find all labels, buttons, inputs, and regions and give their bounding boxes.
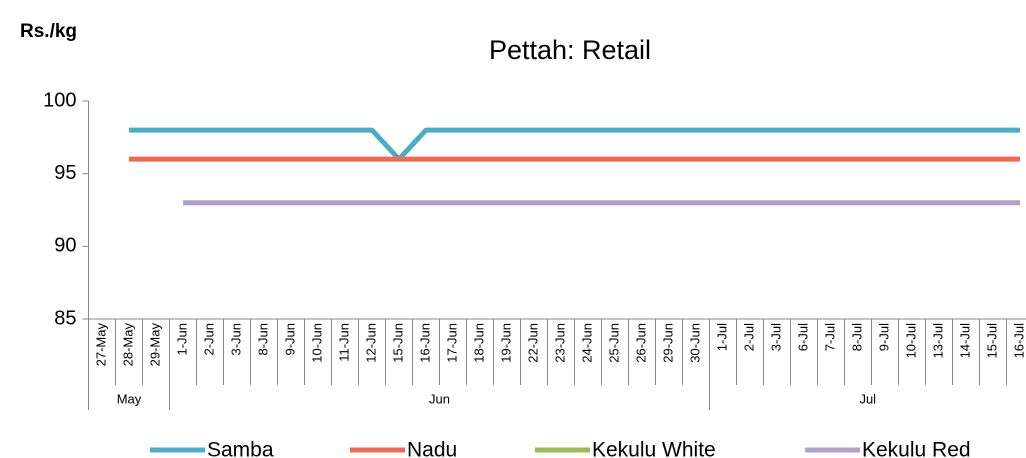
x-tick-label: 1-Jul [714, 323, 729, 351]
x-tick-label: 24-Jun [579, 323, 594, 363]
x-tick-label: 8-Jun [255, 323, 270, 356]
x-tick-label: 16-Jul [1011, 323, 1026, 359]
x-tick-label: 2-Jun [201, 323, 216, 356]
x-tick-label: 16-Jun [417, 323, 432, 363]
x-tick-label: 9-Jul [876, 323, 891, 351]
x-tick-label: 27-May [93, 323, 108, 367]
x-tick-label: 3-Jul [768, 323, 783, 351]
legend-label: Samba [207, 439, 274, 458]
x-tick-label: 30-Jun [687, 323, 702, 363]
x-tick-label: 19-Jun [498, 323, 513, 363]
y-tick-label: 85 [54, 307, 76, 329]
legend-label: Nadu [407, 439, 457, 458]
x-group-label: Jul [859, 391, 876, 406]
y-axis-label: Rs./kg [20, 21, 77, 42]
x-tick-label: 17-Jun [444, 323, 459, 363]
x-tick-label: 28-May [120, 323, 135, 367]
y-tick-label: 100 [43, 89, 76, 111]
series-line [129, 127, 1020, 162]
x-group-label: Jun [429, 391, 450, 406]
x-tick-label: 7-Jul [822, 323, 837, 351]
legend-label: Kekulu White [592, 439, 716, 458]
x-tick-label: 29-May [147, 323, 162, 367]
chart-title: Pettah: Retail [489, 35, 651, 65]
x-tick-label: 1-Jun [174, 323, 189, 356]
x-group-label: May [117, 391, 142, 406]
x-tick-label: 8-Jul [849, 323, 864, 351]
x-tick-label: 25-Jun [606, 323, 621, 363]
x-tick-label: 13-Jul [930, 323, 945, 359]
x-tick-label: 10-Jun [309, 323, 324, 363]
y-tick-label: 90 [54, 235, 76, 257]
x-tick-label: 23-Jun [552, 323, 567, 363]
x-tick-label: 9-Jun [282, 323, 297, 356]
x-tick-label: 29-Jun [660, 323, 675, 363]
x-tick-label: 14-Jul [957, 323, 972, 359]
x-tick-label: 15-Jul [984, 323, 999, 359]
x-tick-label: 11-Jun [336, 323, 351, 362]
legend-label: Kekulu Red [862, 439, 971, 458]
x-tick-label: 10-Jul [903, 323, 918, 359]
x-tick-label: 26-Jun [633, 323, 648, 363]
x-tick-label: 18-Jun [471, 323, 486, 363]
x-tick-label: 2-Jul [741, 323, 756, 351]
x-tick-label: 6-Jul [795, 323, 810, 351]
x-tick-label: 15-Jun [390, 323, 405, 363]
x-tick-label: 12-Jun [363, 323, 378, 363]
x-tick-label: 22-Jun [525, 323, 540, 363]
x-tick-label: 3-Jun [228, 323, 243, 356]
y-tick-label: 95 [54, 162, 76, 184]
